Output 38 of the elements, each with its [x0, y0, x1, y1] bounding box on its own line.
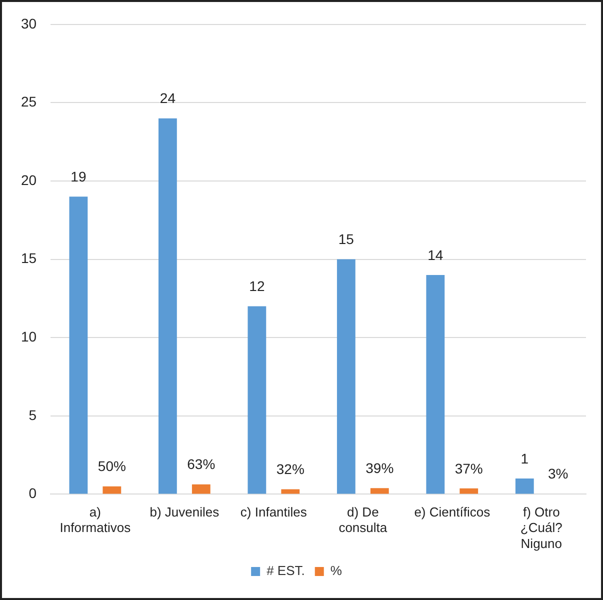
bar — [192, 484, 210, 494]
data-label: 39% — [366, 460, 394, 476]
y-tick-label: 0 — [28, 485, 37, 502]
data-label: 12 — [249, 278, 265, 294]
data-label: 19 — [70, 168, 86, 185]
legend-label: # EST. — [266, 563, 305, 578]
x-tick-label: b) Juveniles — [150, 504, 220, 520]
data-label: 63% — [187, 456, 216, 472]
data-label: 15 — [338, 231, 354, 248]
legend-label: % — [330, 563, 342, 578]
bar — [460, 488, 478, 494]
data-label: 50% — [98, 458, 126, 474]
bar — [158, 118, 177, 494]
y-tick-label: 10 — [20, 328, 37, 344]
x-tick-label: a) Informativos — [60, 504, 132, 536]
data-label: 1 — [520, 450, 529, 466]
data-label: 3% — [548, 466, 568, 482]
bar — [336, 259, 356, 494]
bar — [69, 196, 88, 494]
y-tick-label: 25 — [20, 94, 37, 110]
y-tick-label: 30 — [20, 15, 37, 32]
y-tick-label: 20 — [20, 172, 37, 188]
data-label: 32% — [276, 461, 304, 478]
data-label: 37% — [454, 460, 483, 476]
bar — [426, 274, 445, 494]
bar — [248, 306, 266, 494]
data-label: 24 — [160, 90, 176, 106]
x-tick-label: f) Otro ¿Cuál? Niguno — [520, 504, 562, 551]
bar — [515, 478, 534, 494]
bar — [281, 489, 300, 494]
data-label: 14 — [428, 246, 444, 263]
x-tick-label: e) Científicos — [414, 504, 491, 520]
x-tick-label: c) Infantiles — [240, 504, 308, 520]
y-tick-label: 15 — [20, 250, 37, 266]
bar — [102, 486, 122, 494]
x-tick-label: d) De consulta — [338, 504, 388, 536]
bar — [370, 488, 389, 494]
y-tick-label: 5 — [28, 406, 37, 423]
